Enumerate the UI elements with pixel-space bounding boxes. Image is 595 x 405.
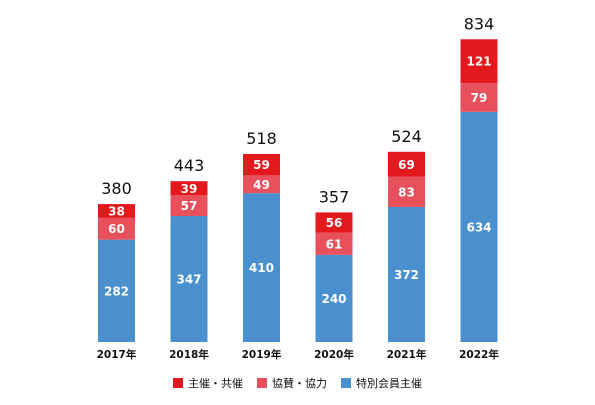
data-label-special-member: 372	[394, 268, 419, 282]
x-tick-label: 2019年	[242, 348, 282, 361]
bar-segment-sponsorship	[388, 176, 425, 207]
total-label: 518	[246, 129, 277, 148]
total-label: 524	[391, 127, 422, 146]
x-tick-label: 2018年	[169, 348, 209, 361]
bar-segment-sponsorship	[98, 217, 135, 240]
data-label-special-member: 282	[104, 284, 129, 298]
bar-segment-special-member	[315, 254, 353, 342]
bar-segment-special-member	[170, 216, 208, 342]
bar-segment-main-host	[315, 212, 353, 233]
x-tick-label: 2017年	[97, 348, 137, 361]
x-tick-label: 2021年	[387, 348, 427, 361]
stacked-bar-chart: 282 60 38 380 2017年 347 57 39 443 2018年 410 49 59 518…	[97, 14, 500, 361]
data-label-sponsorship: 83	[398, 185, 415, 199]
data-label-sponsorship: 79	[471, 91, 488, 105]
data-label-sponsorship: 57	[181, 199, 198, 213]
bar-segment-sponsorship	[460, 83, 498, 112]
bar-segment-main-host	[243, 153, 280, 176]
legend-label-main-host: 主催・共催	[188, 377, 243, 390]
legend-label-special-member: 特別会員主催	[356, 377, 422, 390]
legend-item-sponsorship: 協賛・協力	[257, 375, 327, 391]
data-label-main-host: 121	[466, 55, 491, 69]
data-label-special-member: 410	[249, 261, 274, 275]
data-label-main-host: 38	[108, 204, 125, 218]
data-label-main-host: 59	[253, 158, 270, 172]
bar-segment-main-host	[98, 204, 135, 218]
legend-item-main-host: 主催・共催	[173, 375, 243, 391]
chart-legend: 主催・共催 協賛・協力 特別会員主催	[0, 373, 595, 393]
legend-swatch-special-member	[341, 378, 351, 388]
bar-segment-sponsorship	[315, 232, 353, 255]
total-label: 357	[319, 187, 350, 206]
data-label-main-host: 39	[181, 182, 198, 196]
bar-segment-main-host	[170, 181, 208, 196]
data-label-main-host: 69	[398, 158, 415, 172]
data-label-special-member: 634	[466, 220, 491, 234]
bar-segment-special-member	[460, 111, 498, 342]
bar-segment-main-host	[460, 39, 498, 84]
bar-segment-special-member	[388, 206, 425, 342]
data-label-sponsorship: 61	[326, 237, 343, 251]
total-label: 443	[174, 156, 205, 175]
data-label-main-host: 56	[326, 216, 343, 230]
total-label: 834	[464, 14, 495, 33]
x-tick-label: 2022年	[459, 348, 499, 361]
legend-item-special-member: 特別会員主催	[341, 375, 422, 391]
bar-segment-sponsorship	[170, 195, 208, 217]
data-label-special-member: 347	[176, 273, 201, 287]
legend-label-sponsorship: 協賛・協力	[272, 377, 327, 390]
data-label-special-member: 240	[321, 292, 346, 306]
total-label: 380	[101, 179, 132, 198]
bar-segment-special-member	[243, 193, 280, 342]
legend-swatch-main-host	[173, 378, 183, 388]
legend-swatch-sponsorship	[257, 378, 267, 388]
bar-segment-main-host	[388, 151, 425, 177]
bar-segment-sponsorship	[243, 175, 280, 194]
x-tick-label: 2020年	[314, 348, 354, 361]
data-label-sponsorship: 60	[108, 222, 125, 236]
data-label-sponsorship: 49	[253, 178, 270, 192]
bar-segment-special-member	[98, 239, 135, 342]
